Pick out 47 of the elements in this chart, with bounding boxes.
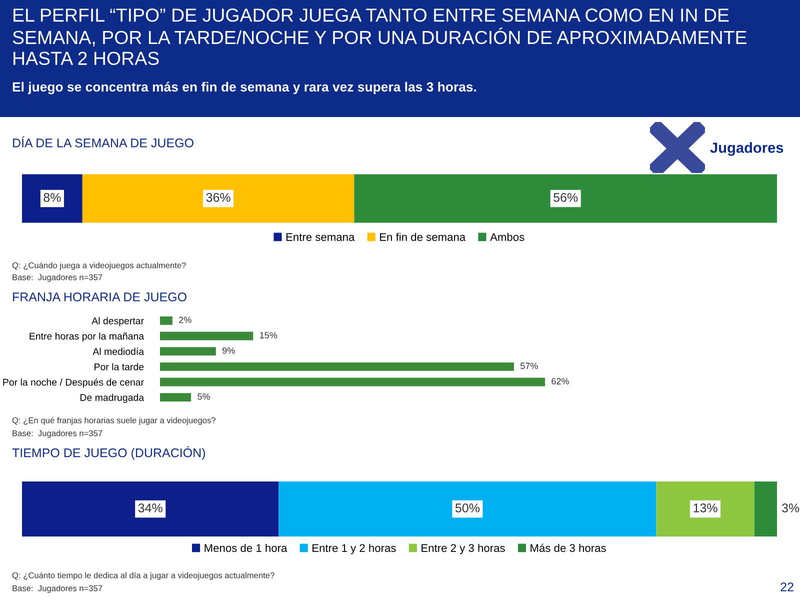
- legend-label: Menos de 1 hora: [204, 544, 288, 552]
- y-tick-label: Al despertar: [92, 317, 144, 326]
- data-label: 13%: [694, 504, 718, 512]
- chart-title: FRANJA HORARIA DE JUEGO: [13, 292, 186, 302]
- legend-label: Entre semana: [286, 233, 355, 241]
- data-label: 36%: [206, 193, 230, 202]
- text: Q: ¿En qué franjas horarias suele jugar a videojuegos?: [12, 417, 216, 425]
- y-tick-label: Al mediodía: [92, 348, 144, 355]
- bar: [160, 393, 192, 402]
- text: Base: Jugadores n=357: [12, 585, 102, 593]
- bar: [656, 481, 754, 537]
- y-tick-label: Entre horas por la mañana: [30, 332, 144, 342]
- bar: [754, 481, 777, 537]
- bar: [160, 378, 545, 386]
- data-label: 8%: [44, 193, 61, 202]
- text: El juego se concentra más en fin de semana y rara vez supera las 3 horas.: [12, 82, 476, 94]
- bar: [160, 332, 254, 340]
- data-label: 15%: [260, 332, 278, 338]
- bar: [160, 362, 514, 371]
- legend-label: Ambos: [490, 232, 524, 241]
- bar: [160, 316, 172, 325]
- data-label: 56%: [554, 193, 578, 202]
- y-tick-label: Por la tarde: [94, 363, 144, 370]
- text: Base: Jugadores n=357: [12, 430, 102, 438]
- data-label: 50%: [455, 504, 480, 512]
- text: EL PERFIL “TIPO” DE JUGADOR JUEGA TANTO ENTRE SEMANA COMO EN IN DE SEMANA, POR LA TARDE/NOCHE Y POR UNA DURACIÓN DE APROXIMADAMENTE HASTA 2 HORAS: [12, 8, 746, 65]
- legend-label: Entre 2 y 3 horas: [422, 544, 505, 554]
- data-label: 3%: [782, 504, 800, 512]
- chart-title: DÍA DE LA SEMANA DE JUEGO: [13, 136, 194, 148]
- legend-label: En fin de semana: [380, 232, 466, 241]
- data-label: 57%: [520, 362, 538, 370]
- text: Jugadores: [710, 142, 784, 156]
- text: Q: ¿Cuánto tiempo le dedica al día a jugar a videojuegos actualmente?: [12, 572, 274, 580]
- text: Q: ¿Cuándo juega a videojuegos actualmente?: [12, 262, 186, 270]
- text: Base: Jugadores n=357: [12, 274, 102, 282]
- data-label: 62%: [552, 378, 569, 384]
- data-label: 5%: [198, 393, 210, 400]
- y-tick-label: De madrugada: [80, 394, 144, 403]
- data-label: 9%: [222, 347, 235, 354]
- legend-label: Más de 3 horas: [530, 544, 606, 552]
- data-label: 34%: [138, 504, 162, 512]
- text: 22: [780, 582, 794, 592]
- data-label: 2%: [179, 316, 192, 324]
- legend-label: Entre 1 y 2 horas: [312, 544, 396, 554]
- chart-title: TIEMPO DE JUEGO (DURACIÓN): [12, 446, 205, 460]
- y-tick-label: Por la noche / Después de cenar: [3, 378, 144, 388]
- bar: [160, 347, 216, 356]
